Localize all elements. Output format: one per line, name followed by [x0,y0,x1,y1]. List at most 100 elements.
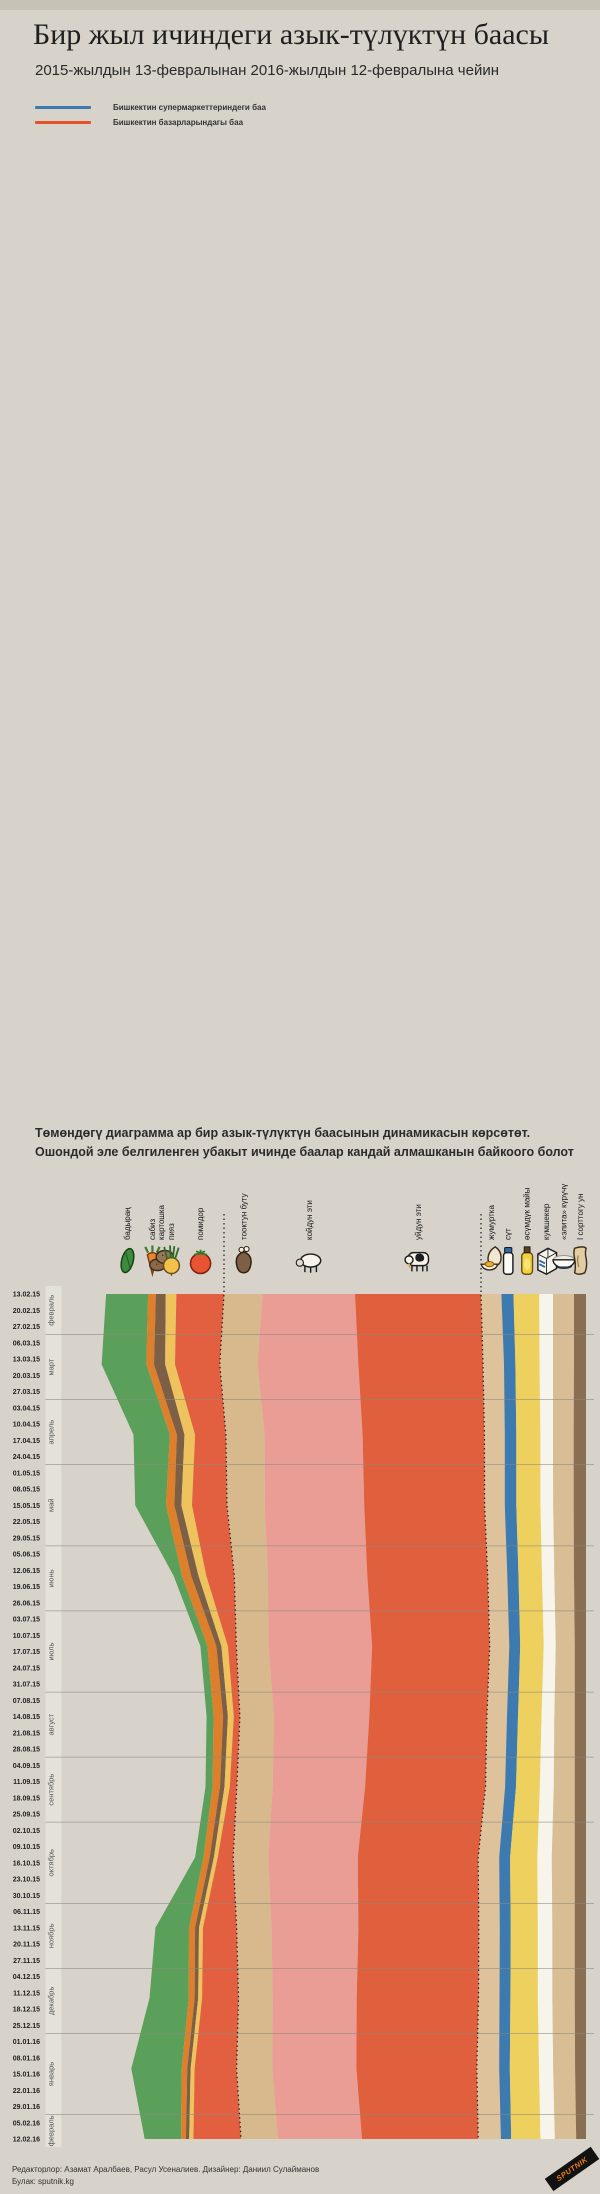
stream-month-label: март [47,1358,56,1375]
egg-icon [480,1246,502,1271]
stream-product-label: пияз [167,1223,176,1240]
sugar-icon [537,1247,558,1276]
stream-product-label: уйдун эти [414,1204,423,1240]
date-label: 16.10.15 [13,1860,40,1867]
date-label: 25.12.15 [13,2023,40,2030]
date-label: 23.10.15 [13,1877,40,1884]
stream-product-label: бадыраң [123,1207,132,1240]
date-label: 02.10.15 [13,1828,40,1835]
date-label: 13.03.15 [13,1357,40,1364]
stream-product-label: сабиз [148,1219,157,1241]
date-label: 04.12.15 [13,1974,40,1981]
stream-month-label: декабрь [47,1987,56,2016]
legend-label-supermarket: Бишкектин супермаркеттериндеги баа [113,103,266,112]
stream-product-label: сүт [503,1228,512,1240]
stream-month-label: май [47,1498,56,1512]
date-label: 01.01.16 [13,2039,40,2046]
oil-icon [520,1246,534,1275]
stream-product-label: өсүмдүк майы [522,1187,531,1240]
page-title: Бир жыл ичиндеги азык-түлүктүн баасы [33,18,550,51]
top-strip [0,0,600,10]
stream-month-label: февраль [47,1295,56,1326]
date-label: 22.05.15 [13,1519,40,1526]
date-label: 30.10.15 [13,1893,40,1900]
date-label: 27.02.15 [13,1324,40,1331]
milk-icon [502,1247,514,1275]
date-label: 03.04.15 [13,1405,40,1412]
stream-band-cow [355,1294,490,2139]
stream-product-label: кумшекер [542,1203,551,1240]
stream-band-sheep [257,1294,373,2139]
date-label: 12.06.15 [13,1568,40,1575]
date-label: 19.06.15 [13,1584,40,1591]
stream-product-label: койдун эти [305,1200,314,1240]
sputnik-flag: SPUTNIK [544,2146,600,2192]
date-label: 20.03.15 [13,1373,40,1380]
date-label: 14.08.15 [13,1714,40,1721]
date-label: 12.02.16 [13,2137,40,2144]
date-label: 13.02.15 [13,1292,40,1299]
date-label: 03.07.15 [13,1617,40,1624]
date-label: 05.06.15 [13,1552,40,1559]
date-label: 15.05.15 [13,1503,40,1510]
date-label: 27.11.15 [13,1958,40,1965]
charts-grid [0,138,600,1098]
date-label: 20.02.15 [13,1308,40,1315]
date-label: 24.04.15 [13,1454,40,1461]
stream-product-label: жумуртка [487,1205,496,1240]
date-label: 28.08.15 [13,1747,40,1754]
stream-month-label: январь [47,2062,56,2086]
date-label: 22.01.16 [13,2088,40,2095]
stream-band-carrot [146,1294,224,2139]
stream-band-potato [154,1294,228,2139]
date-label: 24.07.15 [13,1665,40,1672]
stream-band-sugar [537,1294,556,2139]
legend-row-bazaar: Бишкектин базарларындагы баа [35,115,266,130]
date-label: 01.05.15 [13,1470,40,1477]
date-label: 18.12.15 [13,2007,40,2014]
date-label: 04.09.15 [13,1763,40,1770]
stream-intro: Төмөндөгү диаграмма ар бир азык-түлүктүн… [35,1124,574,1163]
cucumber-icon [120,1247,135,1274]
credits-line2: Булак: sputnik.kg [12,2176,74,2186]
group-separator-dotted [476,1214,491,2140]
stream-svg: февраль март апрель май июнь июль август сентяб… [13,1184,594,2148]
group-separator-dotted [219,1214,242,2140]
date-label: 26.06.15 [13,1600,40,1607]
cow-icon [404,1251,430,1272]
supermarket-line-swatch [35,106,91,109]
date-label: 29.05.15 [13,1535,40,1542]
legend: Бишкектин супермаркеттериндеги баа Бишке… [35,100,266,130]
date-label: 17.04.15 [13,1438,40,1445]
stream-product-label: картошка [157,1204,166,1240]
date-label: 20.11.15 [13,1942,40,1949]
legend-row-supermarket: Бишкектин супермаркеттериндеги баа [35,100,266,115]
date-label: 10.04.15 [13,1422,40,1429]
stream-band-chicken-leg [219,1294,278,2139]
stream-product-label: I сорттогу ун [576,1193,585,1240]
date-label: 15.01.16 [13,2072,40,2079]
stream-band-onion [165,1294,234,2139]
date-label: 25.09.15 [13,1812,40,1819]
date-label: 05.02.16 [13,2120,40,2127]
stream-intro-line2: Ошондой эле белгиленген убакыт ичинде ба… [35,1145,574,1160]
stream-product-label: тооктун буту [239,1193,248,1240]
date-label: 06.11.15 [13,1909,40,1916]
rice-icon [552,1254,576,1269]
tomato-icon [189,1249,212,1275]
date-label: 08.05.15 [13,1487,40,1494]
page-subtitle: 2015-жылдын 13-февралынан 2016-жылдын 12… [35,62,500,79]
onion-icon [162,1245,181,1276]
flour-icon [573,1246,588,1275]
stream-month-label: август [47,1713,56,1735]
stream-month-label: июль [47,1642,56,1660]
legend-label-bazaar: Бишкектин базарларындагы баа [113,118,244,127]
date-label: 21.08.15 [13,1730,40,1737]
stream-intro-line1: Төмөндөгү диаграмма ар бир азык-түлүктүн… [35,1126,531,1140]
date-label: 09.10.15 [13,1844,40,1851]
date-label: 11.12.15 [13,1990,40,1997]
stream-band-egg [476,1294,510,2139]
date-label: 13.11.15 [13,1925,40,1932]
stream-band-flour [573,1294,586,2139]
